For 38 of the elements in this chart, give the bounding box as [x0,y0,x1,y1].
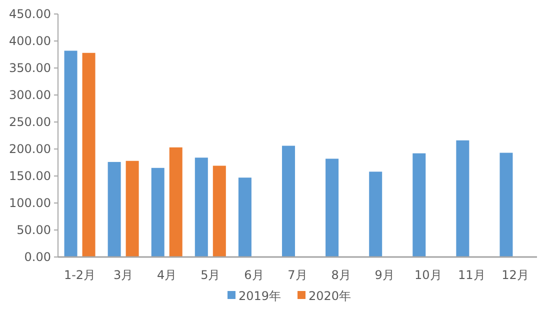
x-tick-label: 1-2月 [64,268,96,282]
x-tick-label: 10月 [414,268,442,282]
y-tick-label: 100.00 [9,196,51,210]
bar [238,178,252,257]
x-tick-label: 3月 [114,268,134,282]
x-tick-label: 7月 [288,268,308,282]
y-tick-label: 200.00 [9,142,51,156]
x-tick-label: 5月 [200,268,220,282]
bar [108,162,121,257]
bar [500,152,513,257]
y-tick-label: 250.00 [9,115,51,129]
y-tick-label: 450.00 [9,7,51,21]
x-tick-label: 4月 [157,268,177,282]
bar [82,52,96,257]
y-tick-label: 350.00 [9,61,51,75]
x-tick-label: 12月 [502,268,529,282]
legend-label: 2019年 [238,289,282,303]
bar [326,158,339,257]
y-tick-label: 0.00 [24,250,51,264]
bar [64,50,78,257]
bar [282,146,295,257]
bar [412,153,426,257]
bar [169,147,182,257]
y-tick-label: 50.00 [16,223,51,237]
y-tick-label: 400.00 [9,34,51,48]
bar [456,140,470,257]
x-tick-label: 8月 [331,268,351,282]
bar [126,160,139,257]
bar [194,158,208,257]
x-tick-label: 9月 [374,268,394,282]
bar [212,166,226,257]
legend-label: 2020年 [308,289,352,303]
x-tick-label: 11月 [458,268,486,282]
x-tick-label: 6月 [244,268,264,282]
bar [369,172,382,257]
bar [151,168,164,257]
y-tick-label: 150.00 [9,169,51,183]
y-tick-label: 300.00 [9,88,51,102]
